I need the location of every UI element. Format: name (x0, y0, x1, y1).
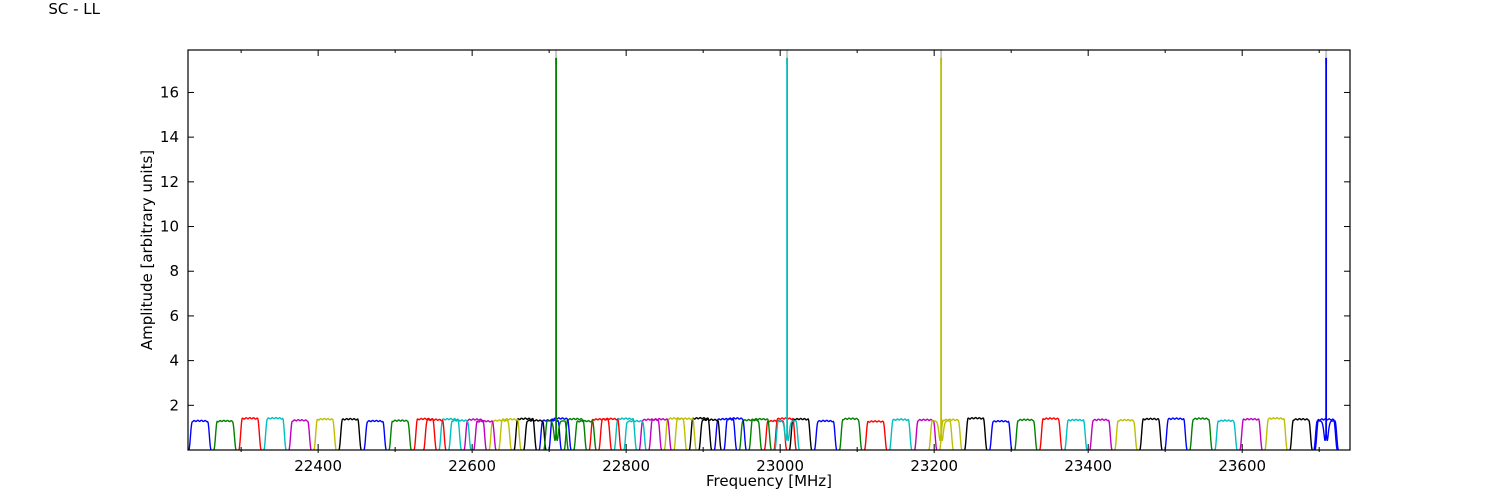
bandpass-trace (523, 419, 547, 450)
x-tick-label: 22800 (602, 457, 650, 475)
y-tick-label: 6 (169, 307, 179, 325)
bandpass-trace (1013, 418, 1038, 450)
bandpass-trace (1189, 417, 1213, 450)
x-tick-label: 23600 (1218, 457, 1266, 475)
bandpass-trace (1063, 418, 1088, 450)
bandpass-trace (773, 417, 797, 450)
y-tick-label: 10 (160, 218, 179, 236)
y-tick-label: 4 (169, 352, 179, 370)
x-tick-label: 22600 (448, 457, 496, 475)
y-axis-label-text: Amplitude [arbitrary units] (138, 149, 156, 351)
y-tick-label: 8 (169, 262, 179, 280)
bandpass-trace (573, 419, 597, 450)
bandpass-trace (263, 416, 287, 450)
bandpass-trace (788, 417, 813, 450)
bandpass-trace (888, 418, 913, 450)
bandpass-trace (713, 417, 738, 450)
bandpass-trace (963, 416, 988, 450)
bandpass-trace (1164, 417, 1188, 450)
bandpass-trace (1289, 417, 1313, 450)
bandpass-trace (188, 419, 212, 450)
legend-annotation: SC - LL (48, 0, 100, 18)
bandpass-trace (1214, 419, 1238, 450)
traces-group (188, 50, 1340, 450)
x-tick-label: 22400 (294, 457, 342, 475)
bandpass-trace (813, 419, 838, 450)
x-tick-label: 23200 (910, 457, 958, 475)
bandpass-trace (388, 419, 412, 450)
bandpass-trace (698, 418, 722, 450)
bandpass-trace (463, 418, 487, 450)
x-tick-label: 23000 (756, 457, 804, 475)
bandpass-trace (1139, 417, 1163, 450)
bandpass-trace (447, 419, 472, 450)
y-tick-label: 16 (160, 83, 179, 101)
bandpass-trace (238, 416, 262, 450)
bandpass-trace (913, 418, 938, 450)
bandpass-trace (548, 417, 572, 450)
bandpass-trace (988, 419, 1013, 450)
bandpass-trace (598, 417, 622, 450)
bandpass-trace (1239, 417, 1263, 450)
bandpass-trace (748, 417, 772, 450)
plot-frame (187, 49, 1351, 451)
bandpass-trace (213, 419, 237, 450)
bandpass-trace (673, 417, 697, 450)
bandpass-trace (1264, 417, 1288, 450)
y-tick-label: 2 (169, 396, 179, 414)
y-axis-label: Amplitude [arbitrary units] (138, 150, 156, 350)
bandpass-trace (288, 418, 312, 450)
bandpass-trace (1089, 418, 1113, 450)
bandpass-trace (498, 417, 522, 450)
bandpass-trace (313, 417, 337, 450)
bandpass-trace (422, 418, 447, 450)
bandpass-trace (1038, 417, 1063, 450)
y-tick-label: 14 (160, 128, 179, 146)
x-axis-label: Frequency [MHz] (0, 472, 1500, 490)
bandpass-trace (938, 418, 963, 450)
bandpass-trace (623, 419, 647, 450)
bandpass-trace (648, 417, 672, 450)
bandpass-trace (863, 420, 888, 450)
bandpass-trace (723, 417, 747, 450)
bandpass-trace (638, 418, 663, 450)
bandpass-trace (338, 417, 362, 450)
bandpass-trace (1114, 418, 1138, 450)
bandpass-trace (472, 419, 497, 450)
x-axis-label-text: Frequency [MHz] (705, 472, 833, 490)
bandpass-trace (363, 419, 387, 450)
y-tick-label: 12 (160, 173, 179, 191)
bandpass-trace (838, 417, 863, 450)
x-tick-label: 23400 (1064, 457, 1112, 475)
